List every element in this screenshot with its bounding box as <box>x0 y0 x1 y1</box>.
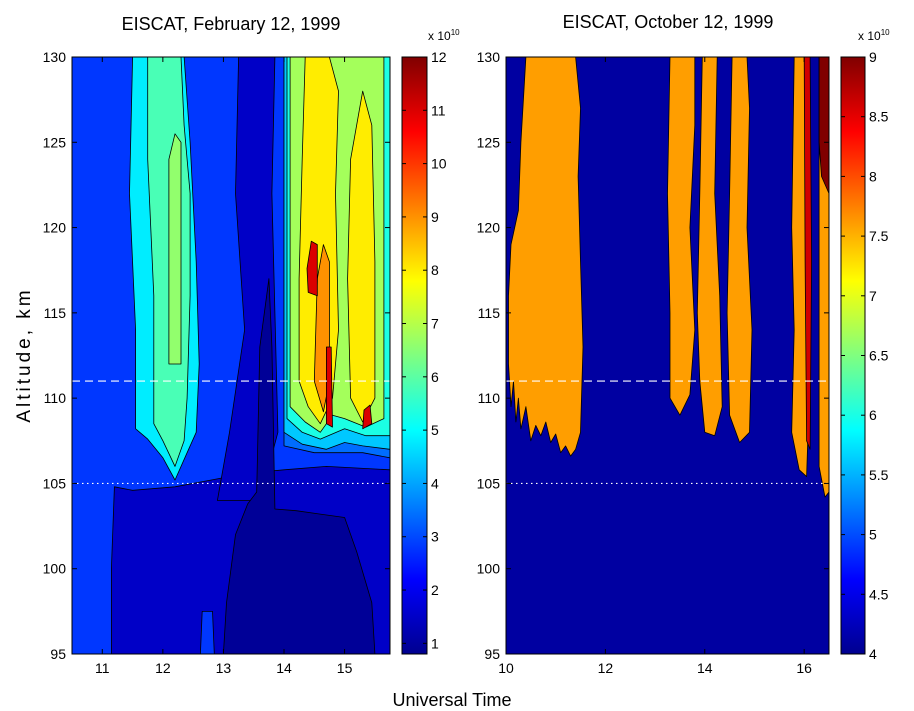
chart-title-right: EISCAT, October 12, 1999 <box>563 12 774 32</box>
colorbar-tick-label: 6 <box>431 369 439 385</box>
y-ticks-right: 95 100 105 110 115 120 125 130 <box>477 49 829 662</box>
y-tick-label: 115 <box>478 305 501 321</box>
x-tick-label: 16 <box>796 660 812 676</box>
chart-title-left: EISCAT, February 12, 1999 <box>122 14 341 34</box>
colorbar-tick-label: 1 <box>431 635 439 651</box>
x-tick-label: 12 <box>598 660 614 676</box>
contour-region-left-3 <box>222 278 376 654</box>
colorbar-right-ticks: 4 4.5 5 5.5 6 6.5 7 7.5 8 8.5 9 <box>841 49 889 662</box>
contour-region-right-3 <box>696 57 723 437</box>
plot-area-left <box>72 57 390 654</box>
axes-frame-left <box>71 56 391 655</box>
contour-region-left-16 <box>325 346 333 428</box>
contour-region-right-1 <box>508 57 584 457</box>
colorbar-tick-label: 2 <box>431 582 439 598</box>
colorbar-tick-label: 5.5 <box>869 467 889 483</box>
y-tick-label: 100 <box>43 561 67 577</box>
colorbar-tick-label: 9 <box>869 49 877 65</box>
contour-region-right-7 <box>803 57 812 450</box>
y-tick-label: 130 <box>43 49 67 65</box>
y-axis-label: Altitude, km <box>14 287 35 422</box>
colorbar-tick-label: 4 <box>869 646 877 662</box>
colorbar-tick-label: 7 <box>431 316 439 332</box>
x-tick-label: 15 <box>337 660 353 676</box>
colorbar-right-multiplier: x 1010 <box>858 28 890 43</box>
panel-right: EISCAT, October 12, 1999 10 12 14 16 951001… <box>477 12 830 676</box>
colorbar-tick-label: 5 <box>869 527 877 543</box>
x-ticks-left: 11 12 13 14 15 <box>95 57 353 676</box>
colorbar-right: 4 4.5 5 5.5 6 6.5 7 7.5 8 8.5 9 x 1010 <box>840 28 890 662</box>
colorbar-tick-label: 4 <box>431 475 439 491</box>
contour-region-right-0 <box>506 57 829 654</box>
panel-left: EISCAT, February 12, 1999 11 12 13 14 15 95 1… <box>43 14 391 676</box>
colorbar-tick-label: 7 <box>869 288 877 304</box>
colorbar-tick-label: 12 <box>431 49 447 65</box>
axes-frame-right <box>505 56 830 655</box>
colorbar-tick-label: 8 <box>431 262 439 278</box>
x-tick-label: 14 <box>697 660 713 676</box>
x-tick-label: 12 <box>155 660 171 676</box>
y-tick-label: 95 <box>50 646 66 662</box>
contour-region-left-15 <box>306 240 318 297</box>
reference-lines-right <box>506 380 829 484</box>
colorbar-left-multiplier: x 1010 <box>428 28 460 43</box>
colorbar-tick-label: 8 <box>869 168 877 184</box>
colorbar-tick-label: 11 <box>431 102 446 118</box>
y-tick-label: 125 <box>477 134 501 150</box>
x-axis-label: Universal Time <box>392 690 511 710</box>
colorbar-tick-label: 10 <box>431 156 447 172</box>
contour-region-left-5 <box>199 611 215 654</box>
y-tick-label: 110 <box>478 390 501 406</box>
reference-lines-left <box>72 380 390 484</box>
colorbar-tick-label: 7.5 <box>869 228 889 244</box>
y-tick-label: 95 <box>484 646 500 662</box>
y-tick-label: 105 <box>477 475 501 491</box>
y-tick-label: 120 <box>43 220 67 236</box>
x-tick-label: 14 <box>276 660 292 676</box>
contour-region-left-17 <box>362 404 373 430</box>
contour-region-right-8 <box>818 57 829 194</box>
colorbar-tick-label: 5 <box>431 422 439 438</box>
x-tick-label: 10 <box>498 660 514 676</box>
y-tick-label: 125 <box>43 134 67 150</box>
x-tick-label: 11 <box>95 660 110 676</box>
y-tick-label: 110 <box>44 390 67 406</box>
colorbar-tick-label: 3 <box>431 529 439 545</box>
colorbar-tick-label: 6 <box>869 407 877 423</box>
x-ticks-right: 10 12 14 16 <box>498 57 812 676</box>
colorbar-tick-label: 8.5 <box>869 109 889 125</box>
contour-region-right-4 <box>726 57 753 443</box>
colorbar-left-gradient <box>401 56 428 655</box>
contour-region-left-7 <box>168 133 182 365</box>
y-tick-label: 100 <box>477 561 501 577</box>
y-tick-label: 115 <box>44 305 67 321</box>
contour-region-right-2 <box>667 57 696 416</box>
colorbar-tick-label: 9 <box>431 209 439 225</box>
colorbar-tick-label: 6.5 <box>869 348 889 364</box>
y-tick-label: 130 <box>477 49 501 65</box>
y-tick-label: 120 <box>477 220 501 236</box>
colorbar-tick-label: 4.5 <box>869 586 889 602</box>
plot-area-right <box>506 57 829 654</box>
y-ticks-left: 95 100 105 110 115 120 125 130 <box>43 49 390 662</box>
x-tick-label: 13 <box>216 660 232 676</box>
y-tick-label: 105 <box>43 475 67 491</box>
